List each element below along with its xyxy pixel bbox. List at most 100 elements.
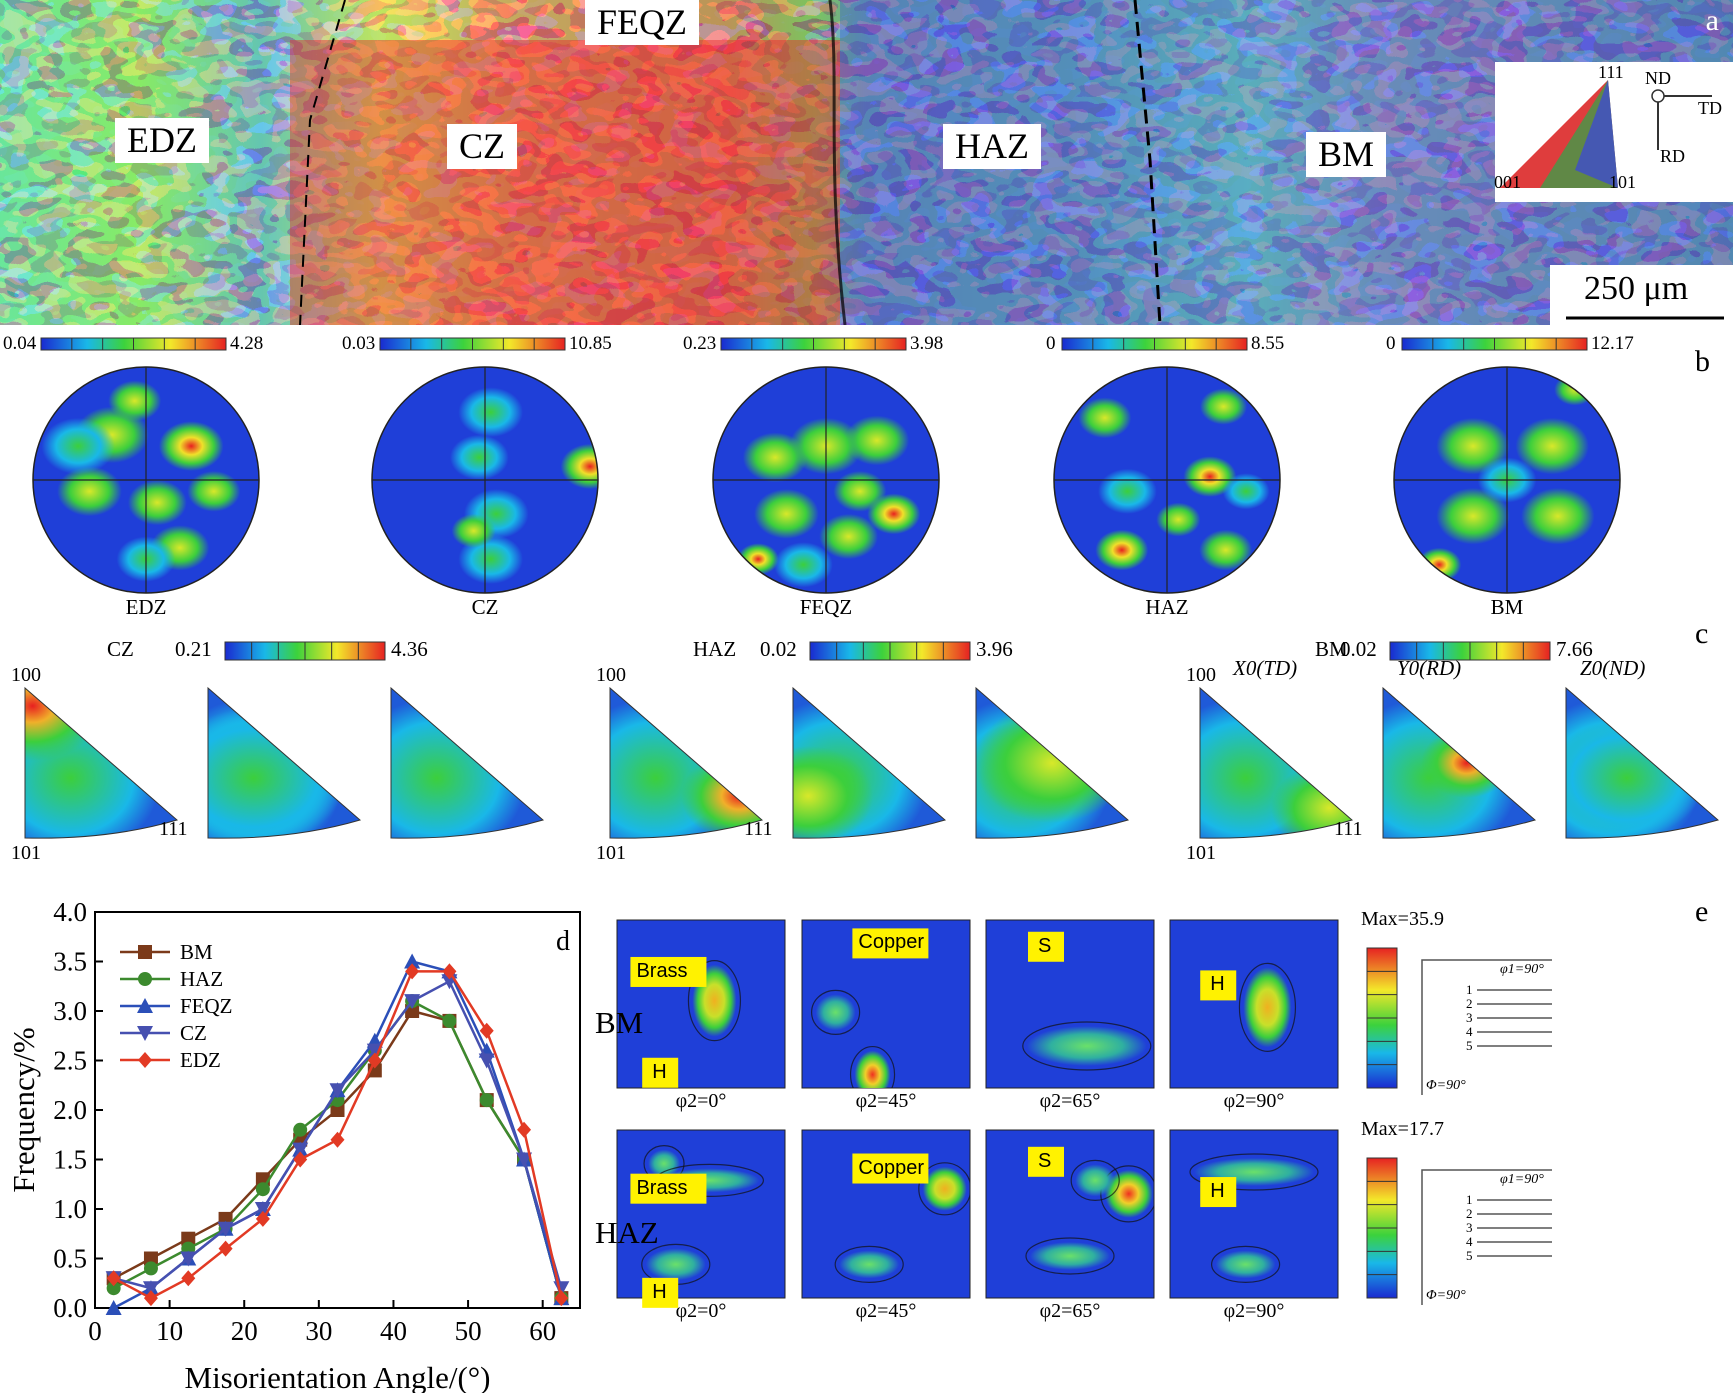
odf-peak bbox=[1215, 1250, 1276, 1279]
texture-tag-label: H bbox=[1210, 1180, 1225, 1203]
data-point bbox=[479, 1022, 494, 1039]
odf-peak bbox=[645, 1248, 706, 1281]
texture-tag-brass bbox=[630, 1173, 707, 1204]
pole-figure-edz bbox=[32, 337, 260, 594]
level-label: 3 bbox=[1466, 1220, 1473, 1235]
density-spot bbox=[1183, 456, 1237, 497]
texture-tag-h bbox=[642, 1057, 679, 1088]
data-point bbox=[292, 1142, 309, 1158]
density-spot bbox=[1095, 529, 1149, 571]
odf-section bbox=[801, 919, 971, 1089]
legend-item-edz: EDZ bbox=[120, 1048, 221, 1072]
density-spot bbox=[1417, 547, 1462, 582]
panel-letter-d: d bbox=[556, 926, 570, 957]
y-tick-label: 1.0 bbox=[53, 1194, 87, 1224]
legend-item-haz: HAZ bbox=[120, 967, 223, 991]
phi2-label: φ2=90° bbox=[1223, 1300, 1285, 1322]
ipf-corner-111: 111 bbox=[159, 818, 188, 840]
odf-section bbox=[801, 1129, 971, 1299]
x-tick-label: 10 bbox=[156, 1316, 183, 1346]
zone-label-feqz: FEQZ bbox=[585, 0, 699, 46]
phi2-label: φ2=45° bbox=[855, 1090, 917, 1112]
data-point bbox=[330, 1131, 345, 1148]
odf-peak bbox=[1075, 1164, 1116, 1197]
y-axis-label: Frequency/% bbox=[6, 1027, 41, 1192]
phi1-label: φ1=90° bbox=[1500, 1172, 1544, 1187]
legend-label: HAZ bbox=[180, 967, 223, 991]
ipf-corner-111: 111 bbox=[744, 818, 773, 840]
zone-label-cz: CZ bbox=[447, 124, 518, 170]
data-point bbox=[105, 1300, 122, 1315]
texture-tag-s bbox=[1028, 931, 1064, 962]
density-spot bbox=[158, 421, 224, 471]
legend-marker bbox=[137, 1026, 153, 1041]
level-label: 2 bbox=[1466, 1206, 1473, 1221]
texture-tag-copper bbox=[852, 928, 929, 959]
phi2-label: φ2=45° bbox=[855, 1300, 917, 1322]
series-edz bbox=[106, 963, 569, 1307]
texture-tag-s bbox=[1028, 1146, 1064, 1177]
legend-marker bbox=[137, 998, 153, 1013]
texture-tag-label: Copper bbox=[858, 931, 924, 954]
zone-label-bm: BM bbox=[1306, 132, 1387, 178]
colorbar-min: 0.23 bbox=[683, 333, 717, 354]
data-point bbox=[479, 1093, 494, 1108]
density-spot bbox=[1436, 417, 1510, 475]
zone-label-edz: EDZ bbox=[115, 118, 209, 164]
y-tick-label: 4.0 bbox=[53, 897, 87, 927]
ipf-corner-101: 101 bbox=[11, 842, 41, 864]
density-spot bbox=[41, 417, 115, 475]
misorientation-chart: 0 10 20 30 40 50 60 0.0 0.5 1.0 1.5 2.0 2.5 3.0 3.5 4.0… bbox=[6, 897, 581, 1393]
x-axis-label: Misorientation Angle/(°) bbox=[185, 1360, 491, 1393]
ipf-direction-label: Z0(ND) bbox=[1580, 656, 1646, 680]
level-label: 4 bbox=[1466, 1024, 1473, 1039]
legend-marker bbox=[138, 972, 152, 986]
pole-figure-label: FEQZ bbox=[799, 595, 853, 619]
odf-max-label: Max=35.9 bbox=[1361, 908, 1444, 930]
colorbar-min: 0.03 bbox=[342, 333, 376, 354]
data-point bbox=[293, 1122, 308, 1137]
series-haz bbox=[106, 994, 569, 1306]
ipf-key-td: TD bbox=[1698, 98, 1722, 118]
x-tick-label: 30 bbox=[305, 1316, 332, 1346]
data-point bbox=[181, 1231, 196, 1246]
ipf-key-001: 001 bbox=[1494, 172, 1521, 192]
data-point bbox=[180, 1251, 197, 1267]
ipf-corner-100: 100 bbox=[1186, 664, 1216, 686]
scale-bar-label: 250 μm bbox=[1584, 270, 1689, 307]
data-point bbox=[442, 1013, 457, 1028]
Phi-label: Φ=90° bbox=[1426, 1078, 1466, 1093]
y-tick-label: 0.0 bbox=[53, 1293, 87, 1323]
texture-tag-label: Brass bbox=[636, 959, 688, 982]
phi2-label: φ2=65° bbox=[1039, 1090, 1101, 1112]
odf-section-legend bbox=[1421, 1169, 1552, 1305]
density-spot bbox=[187, 470, 241, 512]
density-spot bbox=[449, 434, 509, 480]
pole-figure-haz bbox=[1053, 337, 1281, 594]
data-point bbox=[516, 1152, 533, 1168]
texture-tag-copper bbox=[852, 1153, 929, 1184]
texture-tag-brass bbox=[630, 956, 707, 987]
ebsd-orientation-map: a EDZ CZ FEQZ HAZ BM 111 001 101 ND TD R… bbox=[0, 0, 1733, 325]
x-tick-label: 20 bbox=[231, 1316, 258, 1346]
odf-peak bbox=[922, 1166, 967, 1211]
data-point bbox=[217, 1221, 234, 1237]
legend-label: CZ bbox=[180, 1021, 207, 1045]
pole-figure-label: HAZ bbox=[1145, 595, 1189, 619]
level-label: 5 bbox=[1466, 1248, 1473, 1263]
colorbar-max: 4.28 bbox=[230, 333, 264, 354]
series-line bbox=[113, 999, 563, 1299]
density-spot bbox=[1436, 487, 1510, 545]
texture-tag-label: H bbox=[652, 1280, 667, 1303]
data-point bbox=[329, 1083, 346, 1099]
odf-peak bbox=[1104, 1169, 1153, 1218]
odf-max-label: Max=17.7 bbox=[1361, 1118, 1444, 1140]
legend-marker bbox=[138, 1052, 152, 1068]
odf-colorbar bbox=[1366, 947, 1398, 1089]
colorbar-min: 0.04 bbox=[3, 333, 37, 354]
ebsd-map-image bbox=[0, 0, 1733, 325]
y-tick-label: 0.5 bbox=[53, 1244, 87, 1274]
panel-letter-a: a bbox=[1705, 4, 1719, 37]
odf-sections bbox=[616, 919, 1552, 1308]
